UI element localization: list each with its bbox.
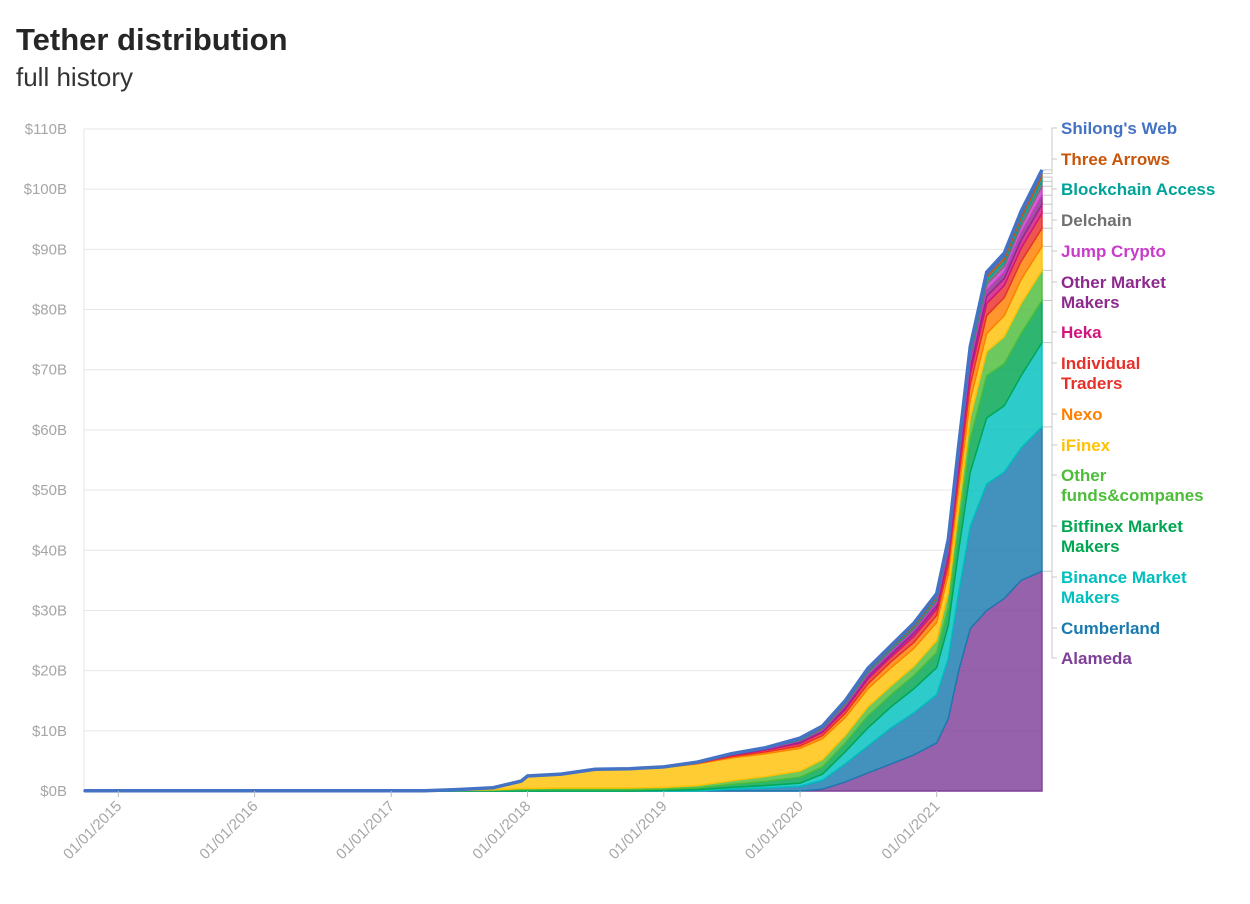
legend-label: Other Market Makers — [1061, 273, 1166, 312]
x-tick-label: 01/01/2021 — [878, 798, 943, 863]
y-tick-label: $110B — [25, 121, 67, 138]
legend: Shilong's Web Three Arrows Blockchain Acce… — [1043, 119, 1215, 668]
x-tick-label: 01/01/2019 — [606, 798, 671, 863]
y-axis: $0B $10B $20B $30B $40B $50B $60B $70B $80B $90B $… — [24, 121, 67, 800]
legend-leader-line — [1043, 185, 1057, 252]
legend-leader-line — [1043, 180, 1057, 221]
legend-label: Alameda — [1061, 649, 1132, 668]
legend-leader-line — [1043, 570, 1057, 659]
y-tick-label: $30B — [32, 602, 67, 619]
chart-subtitle: full history — [16, 62, 134, 92]
legend-label: Jump Crypto — [1061, 242, 1166, 261]
y-tick-label: $100B — [24, 181, 67, 198]
y-tick-label: $50B — [32, 482, 67, 499]
y-tick-label: $0B — [40, 783, 67, 800]
legend-label: Shilong's Web — [1061, 119, 1177, 138]
legend-label: Nexo — [1061, 405, 1103, 424]
stack-top-line — [84, 169, 1044, 793]
legend-label: Bitfinex Market Makers — [1061, 517, 1183, 556]
legend-leader-line — [1043, 227, 1057, 415]
legend-leader-line — [1043, 245, 1057, 446]
legend-label: Binance Market Makers — [1061, 568, 1187, 607]
y-tick-label: $60B — [32, 422, 67, 439]
area-series-cumberland — [84, 425, 1043, 792]
legend-leader-line — [1043, 203, 1057, 333]
legend-label: Cumberland — [1061, 619, 1160, 638]
area-layer — [83, 169, 1044, 793]
legend-leader-line — [1043, 300, 1057, 527]
x-tick-label: 01/01/2015 — [60, 798, 125, 863]
legend-leader-line — [1043, 212, 1057, 364]
legend-label: Delchain — [1061, 211, 1132, 230]
legend-leader-line — [1043, 426, 1057, 629]
x-tick-label: 01/01/2016 — [196, 798, 261, 863]
x-tick-label: 01/01/2020 — [742, 798, 807, 863]
x-tick-label: 01/01/2017 — [333, 798, 398, 863]
grid-layer — [83, 128, 1042, 792]
legend-label: Heka — [1061, 323, 1102, 342]
legend-leader-line — [1043, 176, 1057, 190]
x-axis: 01/01/2015 01/01/2016 01/01/2017 01/01/2018… — [60, 791, 944, 863]
legend-leader-line — [1043, 158, 1057, 174]
x-tick-label: 01/01/2018 — [469, 798, 534, 863]
legend-label: Three Arrows — [1061, 150, 1170, 169]
y-tick-label: $70B — [32, 362, 67, 379]
legend-leader-line — [1043, 342, 1057, 578]
chart-title: Tether distribution — [16, 22, 288, 57]
y-tick-label: $10B — [32, 723, 67, 740]
legend-leader-line — [1043, 127, 1057, 171]
y-tick-label: $90B — [32, 241, 67, 258]
y-tick-label: $40B — [32, 542, 67, 559]
legend-label: Individual Traders — [1061, 354, 1140, 393]
legend-label: Other funds&companes — [1061, 466, 1204, 505]
legend-leader-line — [1043, 194, 1057, 283]
y-tick-label: $20B — [32, 663, 67, 680]
y-tick-label: $80B — [32, 302, 67, 319]
legend-label: Blockchain Access — [1061, 180, 1215, 199]
legend-label: iFinex — [1061, 436, 1111, 455]
area-series-binance-market-makers — [84, 340, 1043, 792]
legend-leader-line — [1043, 269, 1057, 476]
